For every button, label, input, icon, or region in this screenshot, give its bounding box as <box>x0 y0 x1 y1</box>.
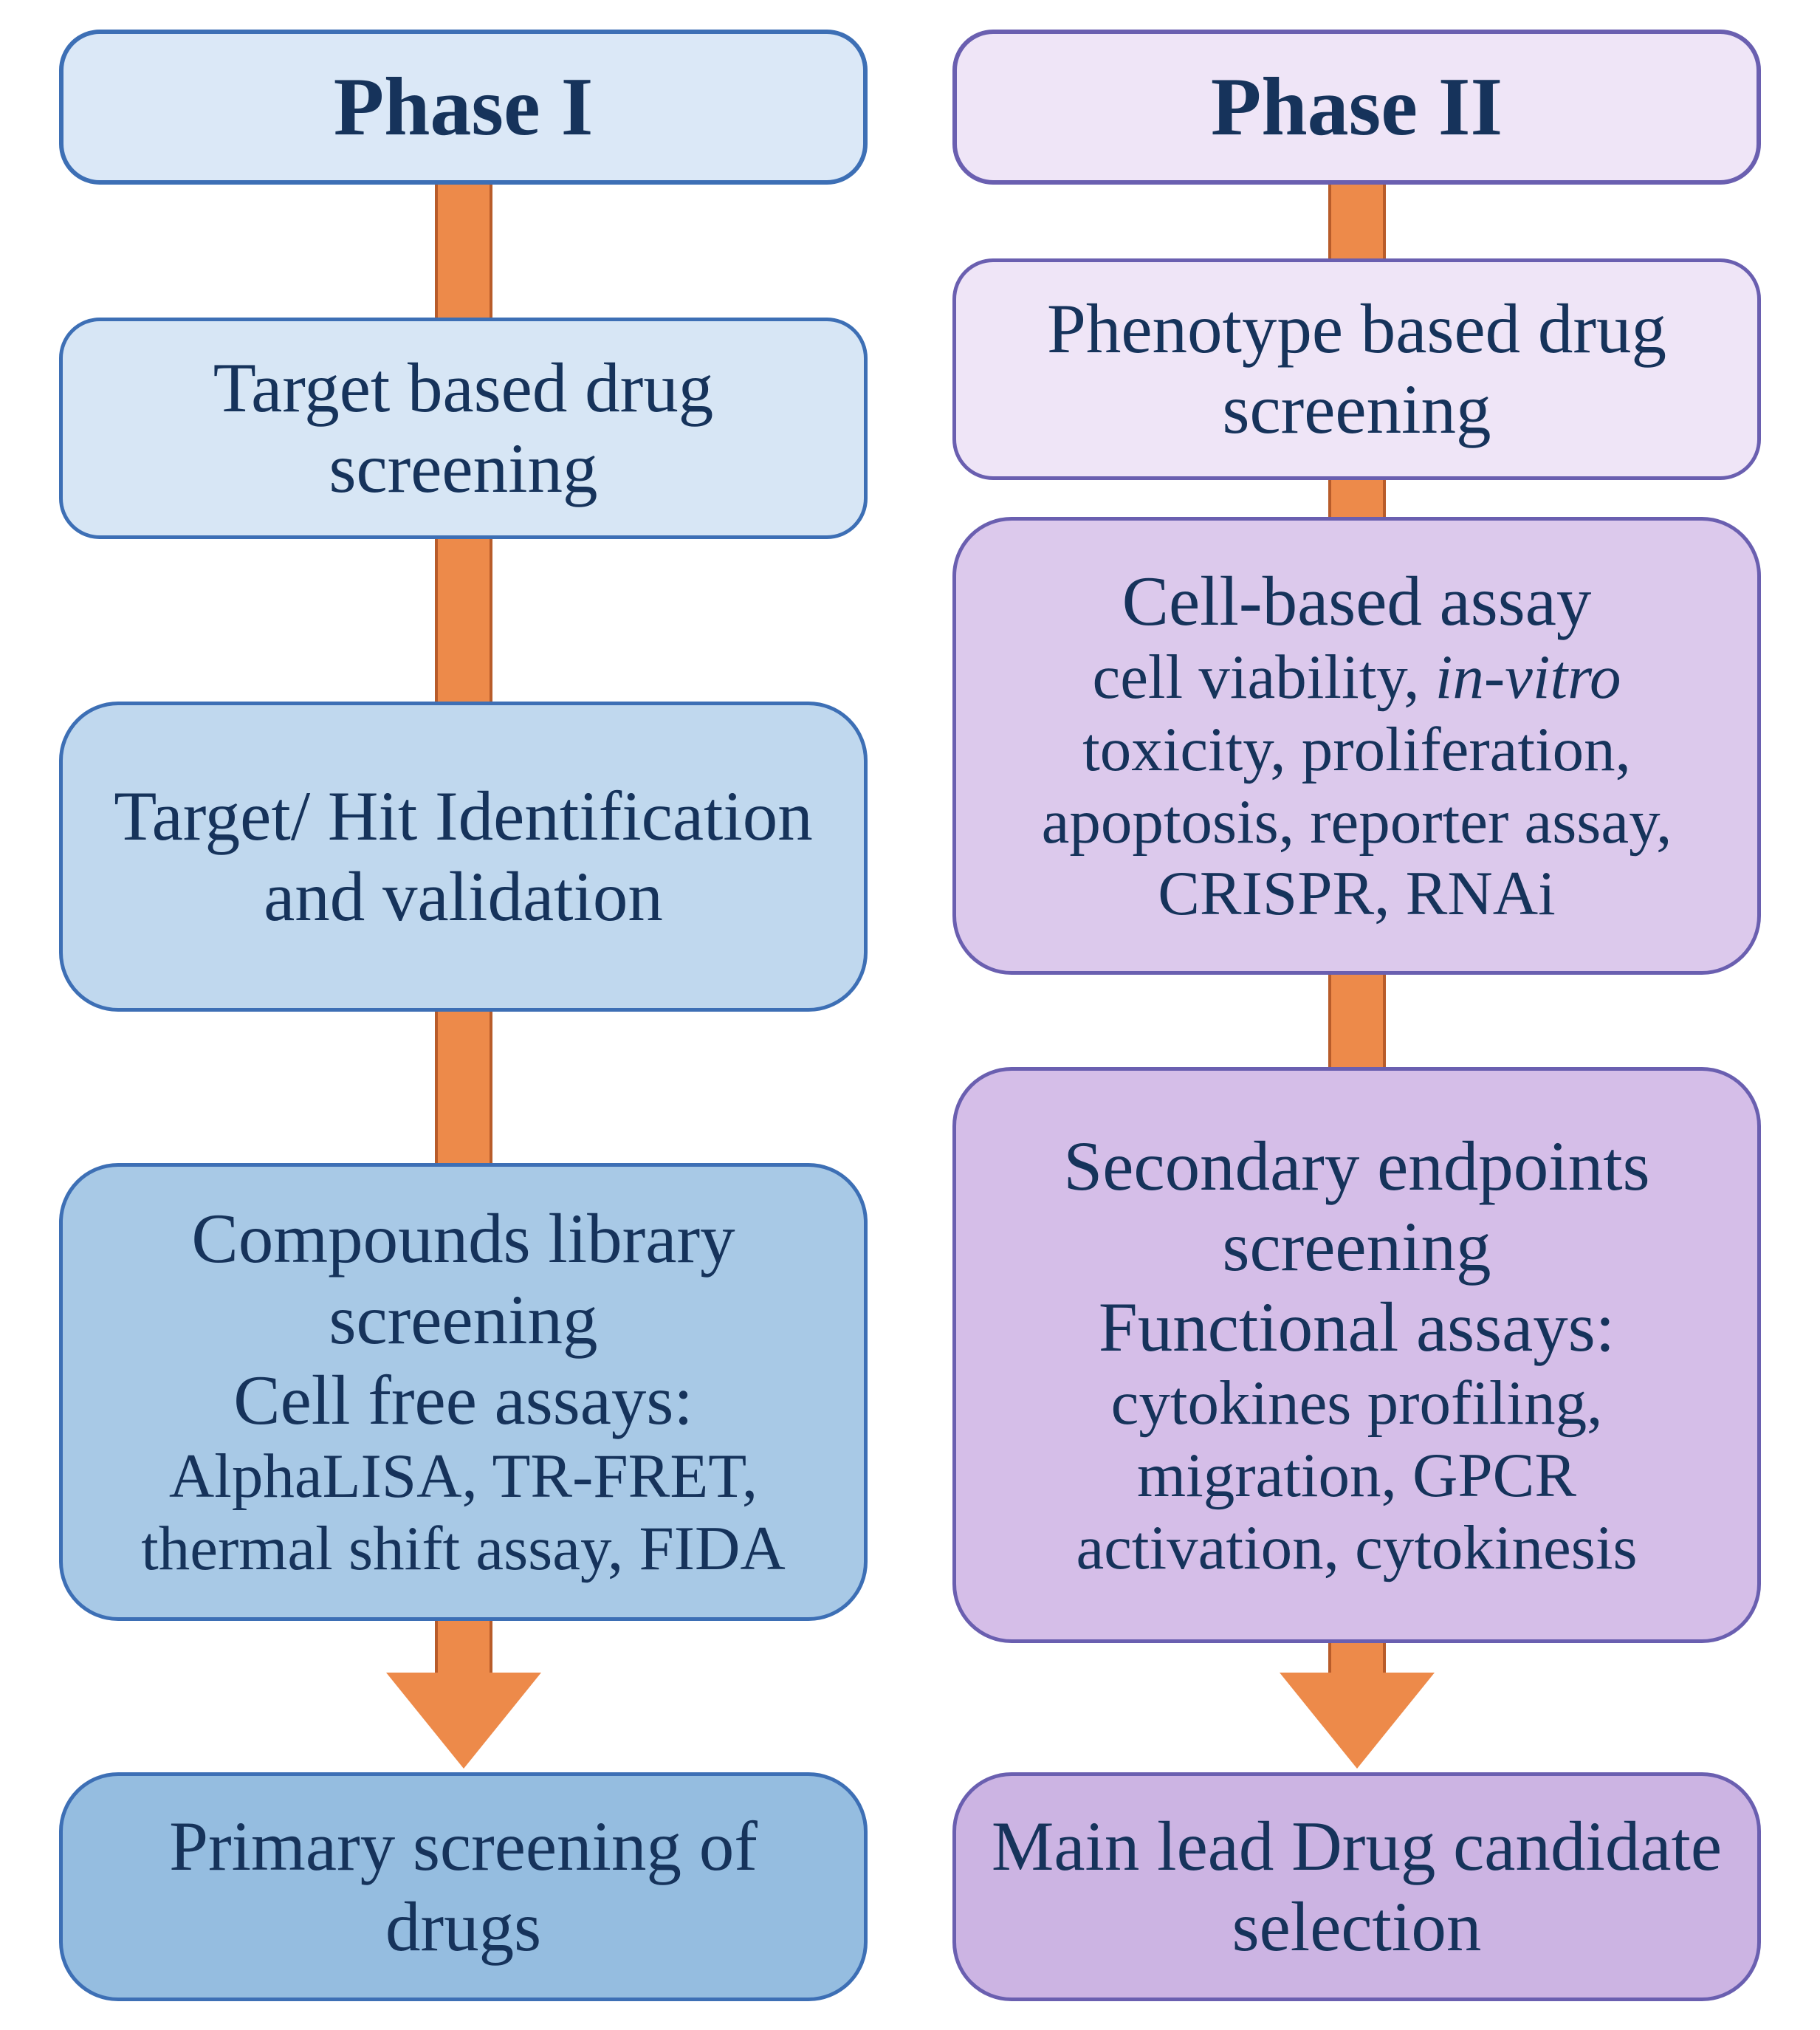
secondary-main2: Functional assays: <box>1099 1287 1615 1368</box>
secondary-box: Secondary endpoints screening Functional… <box>952 1067 1761 1643</box>
arrow-l4-shaft <box>435 1621 492 1676</box>
secondary-sub: cytokines profiling, migration, GPCR act… <box>1062 1368 1652 1584</box>
cell-based-sub-post: toxicity, proliferation, apoptosis, repo… <box>1042 715 1672 929</box>
cell-based-sub: cell viability, in-vitro toxicity, proli… <box>986 642 1728 930</box>
phase1-title-box: Phase I <box>59 30 868 185</box>
compounds-main: Compounds library screening <box>92 1199 834 1360</box>
phase1-title-label: Phase I <box>334 60 594 155</box>
main-lead-label: Main lead Drug candidate selection <box>986 1806 1728 1968</box>
target-based-label: Target based drug screening <box>92 348 834 510</box>
main-lead-box: Main lead Drug candidate selection <box>952 1772 1761 2001</box>
target-based-box: Target based drug screening <box>59 318 868 539</box>
primary-screening-box: Primary screening of drugs <box>59 1772 868 2001</box>
arrow-r4-head <box>1280 1673 1435 1769</box>
arrow-l4-head <box>386 1673 541 1769</box>
phase2-title-box: Phase II <box>952 30 1761 185</box>
compounds-box: Compounds library screening Cell free as… <box>59 1163 868 1621</box>
arrow-r3 <box>1328 975 1386 1067</box>
cell-based-sub-pre: cell viability, <box>1092 642 1435 712</box>
arrow-r2 <box>1328 480 1386 517</box>
phenotype-box: Phenotype based drug screening <box>952 258 1761 480</box>
target-hit-box: Target/ Hit Identification and validatio… <box>59 702 868 1012</box>
arrow-l3 <box>435 1012 492 1163</box>
compounds-sub1: Cell free assays: <box>233 1360 693 1441</box>
phenotype-label: Phenotype based drug screening <box>986 289 1728 450</box>
flowchart-canvas: Phase I Target based drug screening Targ… <box>0 0 1820 2030</box>
compounds-sub2: AlphaLISA, TR-FRET, thermal shift assay,… <box>92 1441 834 1585</box>
phase2-title-label: Phase II <box>1211 60 1503 155</box>
arrow-r1 <box>1328 185 1386 258</box>
cell-based-box: Cell-based assay cell viability, in-vitr… <box>952 517 1761 975</box>
secondary-main1: Secondary endpoints screening <box>986 1126 1728 1288</box>
target-hit-label: Target/ Hit Identification and validatio… <box>92 776 834 938</box>
arrow-r4-shaft <box>1328 1643 1386 1676</box>
arrow-l1 <box>435 185 492 318</box>
primary-screening-label: Primary screening of drugs <box>92 1806 834 1968</box>
cell-based-sub-italic: in-vitro <box>1435 642 1621 712</box>
arrow-l2 <box>435 539 492 702</box>
cell-based-main: Cell-based assay <box>1122 561 1592 642</box>
